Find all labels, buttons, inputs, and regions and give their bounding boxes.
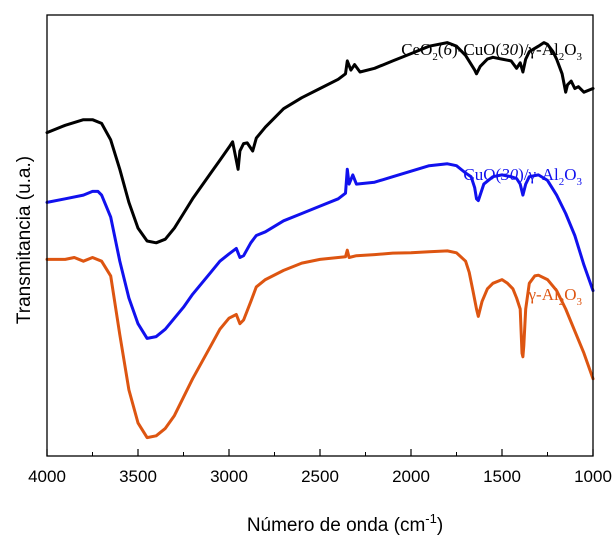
plot-lines <box>45 41 595 440</box>
x-tick-label: 3500 <box>119 467 157 486</box>
x-axis-ticks: 4000 3500 3000 2500 2000 1500 1000 <box>28 449 612 486</box>
y-axis-label: Transmitancia (u.a.) <box>14 156 35 324</box>
series-line-2 <box>45 248 595 440</box>
x-tick-label: 2000 <box>392 467 430 486</box>
x-axis-label: Número de onda (cm-1) <box>247 511 443 536</box>
x-tick-label: 3000 <box>210 467 248 486</box>
series-line-1 <box>45 162 595 340</box>
x-tick-label: 2500 <box>301 467 339 486</box>
x-tick-label: 1500 <box>483 467 521 486</box>
x-tick-label: 4000 <box>28 467 66 486</box>
annotation-orange-series: γ-Al2O3 <box>528 285 583 308</box>
plot-frame <box>46 14 594 457</box>
series-line-0 <box>45 41 595 245</box>
annotation-blue-series: CuO(30)/γ-Al2O3 <box>463 165 582 188</box>
annotation-black-series: CeO2(6)-CuO(30)/γ-Al2O3 <box>401 40 582 63</box>
x-tick-label: 1000 <box>574 467 612 486</box>
